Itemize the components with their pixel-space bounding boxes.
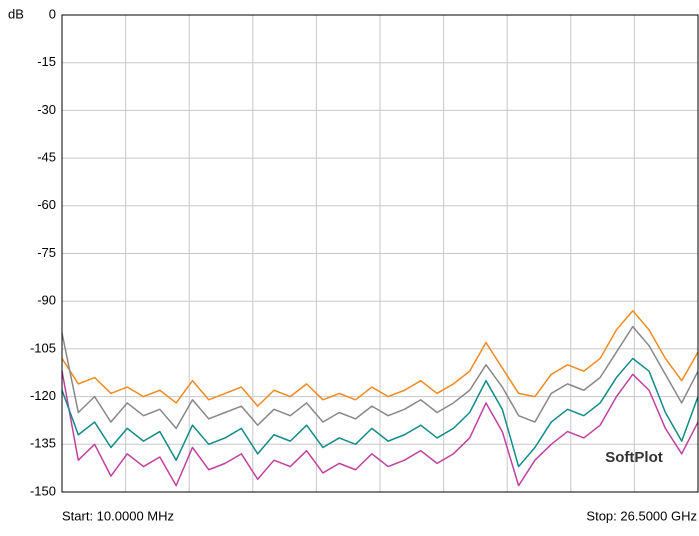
y-unit: dB <box>8 6 24 21</box>
plot-border <box>61 14 699 493</box>
watermark: SoftPlot <box>605 449 663 466</box>
stop-label: Stop: 26.5000 GHz <box>586 508 697 523</box>
y-tick-label: 0 <box>49 6 56 21</box>
y-tick-label: -60 <box>37 197 56 212</box>
trace <box>61 357 699 468</box>
y-tick-label: -15 <box>37 54 56 69</box>
y-tick-label: -75 <box>37 245 56 260</box>
y-tick-label: -150 <box>30 483 56 498</box>
y-tick-label: -135 <box>30 436 56 451</box>
start-label: Start: 10.0000 MHz <box>62 508 174 523</box>
y-tick-label: -105 <box>30 340 56 355</box>
trace <box>61 309 699 407</box>
trace <box>61 325 699 430</box>
y-tick-label: -90 <box>37 293 56 308</box>
trace <box>61 371 699 487</box>
y-tick-label: -45 <box>37 150 56 165</box>
y-tick-label: -30 <box>37 102 56 117</box>
y-tick-label: -120 <box>30 388 56 403</box>
